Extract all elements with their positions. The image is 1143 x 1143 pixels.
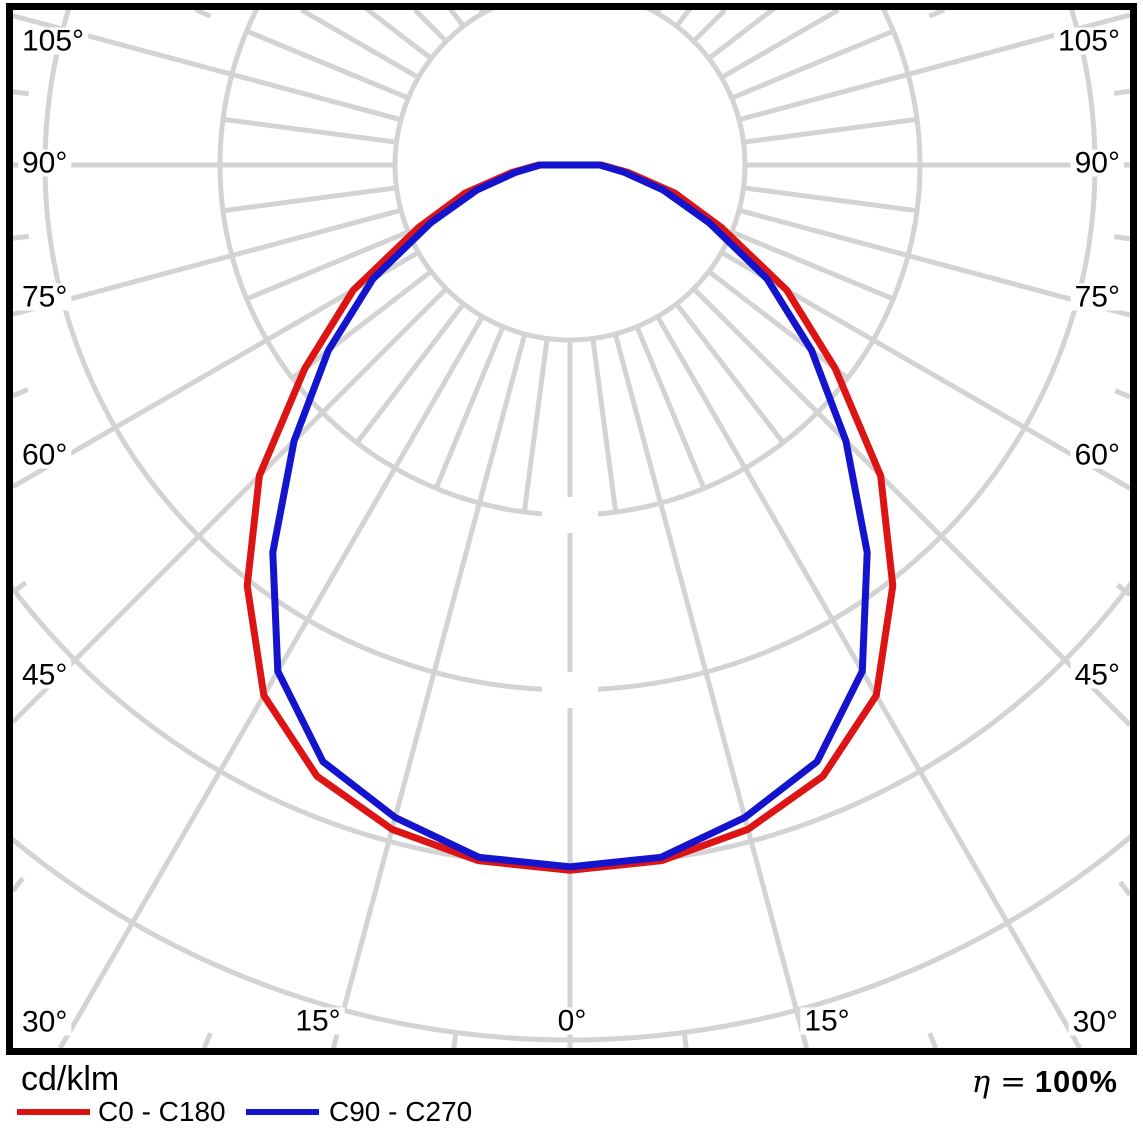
plot-border <box>6 3 1137 1055</box>
angle-label-bg <box>291 1007 345 1035</box>
c0-c180-line-swatch <box>17 1109 90 1115</box>
angle-label-bg <box>1070 441 1124 469</box>
angle-label: 60° <box>1075 439 1120 472</box>
angle-label-bg <box>18 27 89 55</box>
c90-c270-line-swatch <box>246 1109 319 1115</box>
angle-label: 75° <box>1075 281 1120 314</box>
legend-label-c0-c180: C0 - C180 <box>98 1096 226 1127</box>
angle-label: 0° <box>558 1005 587 1038</box>
angle-label-bg <box>1053 27 1124 55</box>
angle-label: 30° <box>1073 1006 1118 1039</box>
angle-label: 75° <box>22 281 67 314</box>
angle-label-bg <box>18 441 72 469</box>
angle-label: 90° <box>1075 147 1120 180</box>
angle-label-bg <box>1070 661 1124 689</box>
angle-label-bg <box>1070 149 1124 177</box>
angle-label-bg <box>800 1007 854 1035</box>
angle-label-bg <box>18 149 72 177</box>
angle-label: 15° <box>295 1005 340 1038</box>
angle-label: 45° <box>22 659 67 692</box>
angle-labels: 105° 90° 75° 60° 45° 30° 15° 0° 15° 105° 90° 75° 60°… <box>18 25 1124 1039</box>
angle-label: 90° <box>22 147 67 180</box>
angle-label: 30° <box>22 1006 67 1039</box>
light-output-ratio: η = 100% <box>972 1066 1118 1098</box>
angle-label: 105° <box>22 25 84 58</box>
angle-label: 45° <box>1075 659 1120 692</box>
angle-label-bg <box>18 661 72 689</box>
efficiency-value: 100% <box>1034 1064 1118 1099</box>
angle-label: 105° <box>1058 25 1120 58</box>
angle-label-bg <box>553 1007 591 1035</box>
angle-label: 60° <box>22 439 67 472</box>
angle-label: 15° <box>804 1005 849 1038</box>
intensity-curves <box>243 161 897 874</box>
angle-label-bg <box>1068 1008 1122 1036</box>
ring-value-boxes <box>542 497 598 708</box>
angle-label-bg <box>1070 283 1124 311</box>
c90-c270-curve <box>269 161 871 871</box>
angle-label-bg <box>18 283 72 311</box>
units-label: cd/klm <box>21 1060 120 1098</box>
eta-symbol: η = <box>971 1064 1027 1100</box>
legend-label-c90-c270: C90 - C270 <box>329 1096 473 1127</box>
angle-label-bg <box>18 1008 72 1036</box>
